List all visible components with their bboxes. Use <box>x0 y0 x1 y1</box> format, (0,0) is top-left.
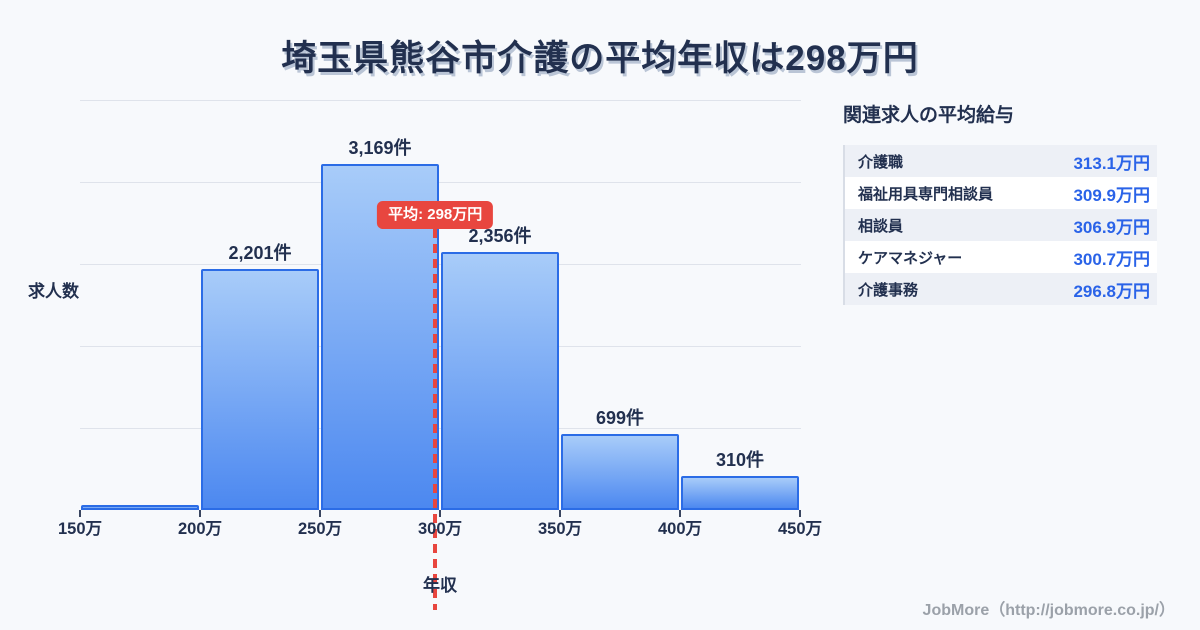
related-jobs-table: 介護職 313.1万円福祉用具専門相談員 309.9万円相談員 306.9万円ケアマネ… <box>843 145 1157 305</box>
gridline <box>80 428 801 429</box>
related-job-row: 相談員 306.9万円 <box>845 209 1157 241</box>
histogram-bar <box>441 252 559 510</box>
x-axis-tick <box>559 510 561 517</box>
related-job-row: 介護職 313.1万円 <box>845 145 1157 177</box>
x-axis-tick-label: 300万 <box>417 520 463 538</box>
related-jobs-heading: 関連求人の平均給与 <box>843 105 1015 126</box>
gridline <box>80 100 801 101</box>
bar-slot <box>80 100 200 510</box>
x-axis-tick <box>679 510 681 517</box>
x-axis-tick-label: 200万 <box>177 520 223 538</box>
histogram-bar <box>201 269 319 510</box>
bar-value-label: 699件 <box>595 408 645 428</box>
related-job-salary: 309.9万円 <box>1073 185 1150 205</box>
bar-slot: 3,169件 <box>320 100 440 510</box>
x-axis-tick-label: 150万 <box>57 520 103 538</box>
related-job-name: ケアマネジャー <box>858 249 963 267</box>
mean-badge: 平均: 298万円 <box>377 201 494 229</box>
histogram-bar <box>561 434 679 510</box>
histogram-bar <box>81 505 199 510</box>
related-job-salary: 306.9万円 <box>1073 217 1150 237</box>
x-axis-tick-label: 400万 <box>657 520 703 538</box>
x-axis-tick <box>319 510 321 517</box>
related-job-row: ケアマネジャー 300.7万円 <box>845 241 1157 273</box>
related-job-salary: 300.7万円 <box>1073 249 1150 269</box>
bar-value-label: 3,169件 <box>348 138 412 158</box>
histogram-bar <box>681 476 799 510</box>
x-axis-tick-label: 350万 <box>537 520 583 538</box>
x-axis-tick-label: 250万 <box>297 520 343 538</box>
gridline <box>80 264 801 265</box>
histogram-bars: 2,201件 3,169件 2,356件 699件 310件 <box>80 100 800 510</box>
related-job-name: 介護職 <box>858 153 904 171</box>
related-job-name: 福祉用具専門相談員 <box>858 185 994 203</box>
bar-value-label: 2,356件 <box>468 226 532 246</box>
gridline <box>80 346 801 347</box>
x-axis-tick <box>199 510 201 517</box>
bar-slot: 2,201件 <box>200 100 320 510</box>
footer-credit: JobMore（http://jobmore.co.jp/） <box>922 602 1175 619</box>
bar-slot: 310件 <box>680 100 800 510</box>
histogram-plot-area: 2,201件 3,169件 2,356件 699件 310件 平均: 298万円 <box>80 100 801 610</box>
x-axis-tick <box>439 510 441 517</box>
x-axis-tick <box>79 510 81 517</box>
x-axis-tick <box>799 510 801 517</box>
bar-slot: 699件 <box>560 100 680 510</box>
related-job-name: 介護事務 <box>858 281 919 299</box>
related-job-salary: 296.8万円 <box>1073 281 1150 301</box>
bar-value-label: 310件 <box>715 450 765 470</box>
related-job-row: 介護事務 296.8万円 <box>845 273 1157 305</box>
page-title: 埼玉県熊谷市介護の平均年収は298万円 <box>281 39 919 78</box>
gridline <box>80 182 801 183</box>
y-axis-label: 求人数 <box>28 282 79 301</box>
related-job-row: 福祉用具専門相談員 309.9万円 <box>845 177 1157 209</box>
x-axis-tick-label: 450万 <box>777 520 823 538</box>
related-job-salary: 313.1万円 <box>1073 153 1150 173</box>
bar-value-label: 2,201件 <box>228 243 292 263</box>
mean-dashed-line <box>433 229 438 610</box>
x-axis-label: 年収 <box>423 576 457 595</box>
related-job-name: 相談員 <box>858 217 904 235</box>
bar-slot: 2,356件 <box>440 100 560 510</box>
